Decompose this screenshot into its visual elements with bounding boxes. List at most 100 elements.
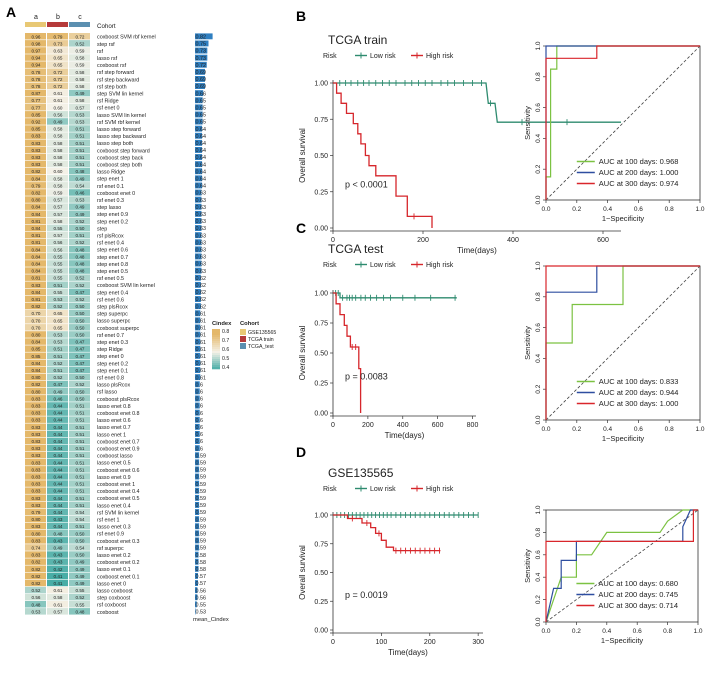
- mean-cindex-value: 0.6: [196, 439, 204, 445]
- heatmap-cell: [69, 423, 90, 430]
- heatmap-cell: [69, 40, 90, 47]
- heatmap-cell-value: 0.70: [32, 325, 41, 330]
- heatmap-cell: [69, 224, 90, 232]
- model-name: lasso Ridge: [97, 170, 125, 176]
- heatmap-cell: [47, 47, 68, 54]
- heatmap-cell: [25, 33, 46, 40]
- heatmap-cell: [47, 246, 68, 253]
- mean-cindex-value: 0.64: [196, 162, 207, 168]
- mean-cindex-value: 0.61: [196, 319, 207, 325]
- heatmap-cell-value: 0.83: [32, 155, 41, 160]
- heatmap-cell: [47, 388, 68, 395]
- heatmap-cell-value: 0.43: [54, 517, 63, 522]
- cindex-legend-tick: 0.4: [222, 365, 229, 371]
- y-tick-label: 0.50: [314, 153, 328, 160]
- mean-cindex-value: 0.6: [196, 397, 204, 403]
- heatmap-cell: [25, 288, 46, 296]
- roc-curve: [545, 509, 698, 622]
- heatmap-cell-value: 0.55: [54, 290, 63, 295]
- heatmap-cell-value: 0.51: [76, 439, 85, 444]
- heatmap-cell: [25, 317, 46, 324]
- heatmap-cell-value: 0.65: [54, 63, 63, 68]
- cindex-legend-swatch: [212, 339, 220, 342]
- panel-label-c: C: [296, 220, 306, 236]
- mean-cindex-value: 0.69: [196, 70, 207, 76]
- y-tick-label: 0.4: [535, 354, 542, 363]
- heatmap-cell: [47, 530, 68, 537]
- model-name: coxboost enet 0.5: [97, 496, 140, 502]
- mean-cindex-bar: [195, 530, 200, 537]
- mean-cindex-bar: [195, 459, 200, 466]
- heatmap-cell-value: 0.84: [32, 368, 41, 373]
- y-tick-label: 0.6: [535, 323, 542, 332]
- heatmap-cell: [47, 444, 68, 452]
- mean-cindex-bar: [195, 239, 202, 246]
- heatmap-cell: [25, 459, 46, 466]
- model-name: lasso enet 0.3: [97, 525, 131, 531]
- mean-cindex-value: 0.73: [196, 49, 207, 55]
- cindex-legend-swatch: [212, 341, 220, 344]
- heatmap-cell: [25, 153, 46, 161]
- column-header-c: c: [78, 14, 82, 21]
- heatmap-cell: [25, 544, 46, 551]
- roc-legend-label: AUC at 300 days: 0.974: [599, 179, 679, 188]
- heatmap-cell-value: 0.83: [32, 538, 41, 543]
- heatmap-cell-value: 0.50: [76, 318, 85, 323]
- y-tick-label: 0.8: [535, 528, 542, 537]
- roc-legend-label: AUC at 200 days: 0.745: [598, 590, 678, 599]
- mean-cindex-bar: [195, 54, 208, 61]
- heatmap-cell: [69, 416, 90, 423]
- heatmap-cell-value: 0.51: [54, 347, 63, 352]
- heatmap-cell: [47, 274, 68, 281]
- heatmap-cell: [25, 565, 46, 572]
- heatmap-cell: [69, 544, 90, 551]
- heatmap-cell-value: 0.82: [32, 191, 41, 196]
- mean-cindex-value: 0.63: [196, 205, 207, 211]
- cindex-legend-swatch: [212, 365, 220, 368]
- heatmap-cell: [47, 366, 68, 374]
- cindex-legend-swatch: [212, 343, 220, 346]
- heatmap-cell: [47, 111, 68, 118]
- heatmap-cell: [25, 515, 46, 523]
- column-header-b: b: [56, 14, 60, 21]
- heatmap-cell: [25, 175, 46, 182]
- model-name: coxboost enet 0.4: [97, 489, 140, 495]
- heatmap-cell-value: 0.51: [76, 162, 85, 167]
- y-axis-label: Overall survival: [298, 545, 307, 600]
- heatmap-cell-value: 0.72: [54, 70, 63, 75]
- heatmap-cell: [47, 380, 68, 388]
- heatmap-cell-value: 0.78: [32, 70, 41, 75]
- model-name: coxboost step back: [97, 155, 143, 161]
- y-tick-label: 0.2: [535, 595, 542, 604]
- heatmap-cell: [47, 196, 68, 203]
- model-name: step enet 0.2: [97, 219, 128, 225]
- heatmap-cell-value: 0.83: [32, 453, 41, 458]
- heatmap-cell-value: 0.96: [32, 34, 41, 39]
- heatmap-cell: [47, 104, 68, 111]
- heatmap-cell: [25, 203, 46, 210]
- model-name: rsf step both: [97, 84, 127, 90]
- heatmap-cell-value: 0.81: [32, 240, 41, 245]
- heatmap-cell: [47, 167, 68, 175]
- heatmap-cell: [69, 537, 90, 544]
- heatmap-cell: [69, 608, 90, 615]
- model-name: lasso enet 0.1: [97, 567, 131, 573]
- heatmap-cell-value: 0.72: [54, 77, 63, 82]
- mean-cindex-bar: [195, 573, 198, 579]
- heatmap-cell: [47, 146, 68, 154]
- mean-cindex-bar: [195, 225, 202, 231]
- heatmap-cell-value: 0.57: [54, 198, 63, 203]
- heatmap-cell: [69, 601, 90, 608]
- heatmap-cell-value: 0.97: [32, 49, 41, 54]
- heatmap-cell: [25, 104, 46, 111]
- heatmap-cell: [47, 281, 68, 288]
- heatmap-cell-value: 0.79: [32, 510, 41, 515]
- heatmap-cell: [47, 267, 68, 274]
- heatmap-cell-value: 0.58: [76, 77, 85, 82]
- x-tick-label: 1.0: [695, 206, 704, 213]
- mean-cindex-value: 0.59: [196, 539, 207, 545]
- heatmap-cell-value: 0.83: [32, 134, 41, 139]
- heatmap-cell: [69, 487, 90, 494]
- heatmap-cell: [69, 68, 90, 75]
- heatmap-cell: [47, 68, 68, 75]
